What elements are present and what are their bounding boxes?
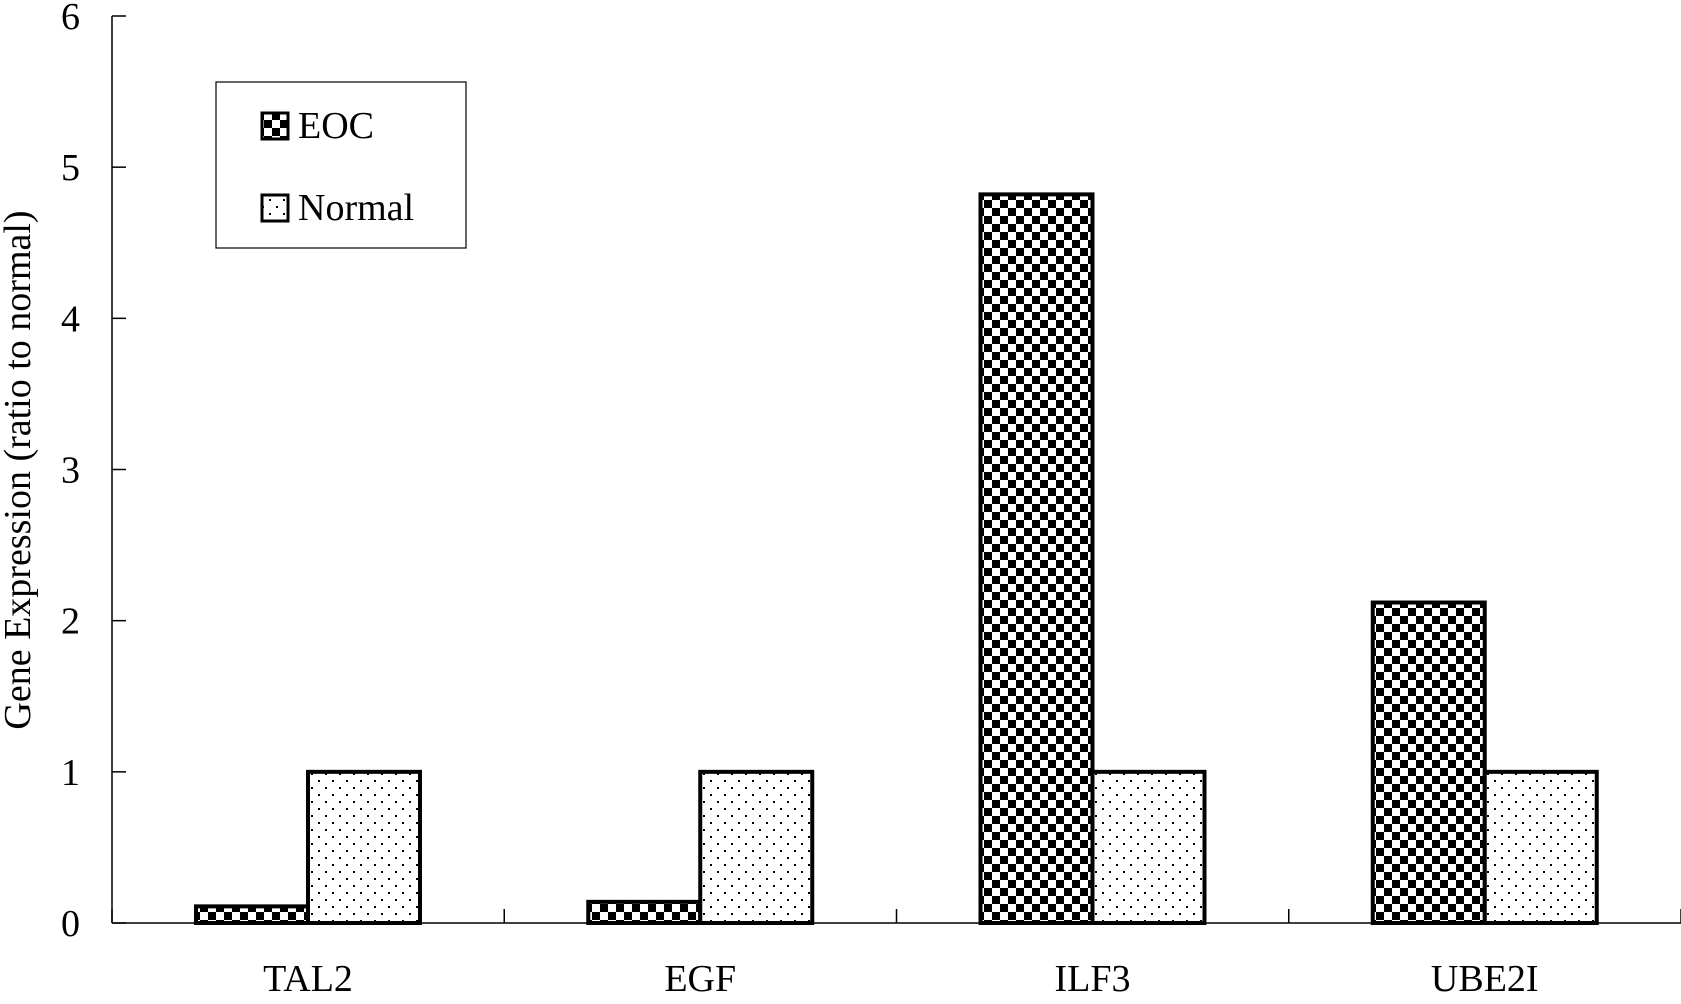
y-tick-label: 4: [61, 298, 80, 340]
bar-normal-tal2: [306, 769, 422, 925]
bars-group: [194, 192, 1599, 926]
bar-eoc-ube2i: [1370, 600, 1487, 925]
bar-normal-egf: [698, 769, 815, 925]
bar-eoc-egf: [586, 899, 703, 926]
y-tick-label: 2: [61, 601, 80, 643]
y-tick-label: 3: [61, 450, 80, 492]
y-tick-group: 0 1 2 3 4 5 6: [61, 0, 126, 945]
legend-label-eoc: EOC: [298, 105, 374, 147]
legend-swatch-eoc: [260, 111, 290, 141]
x-tick-label: EGF: [664, 958, 736, 999]
legend-label-normal: Normal: [298, 187, 414, 229]
bar-normal-ilf3: [1090, 769, 1207, 925]
y-tick-label: 0: [61, 903, 80, 945]
bar-eoc-ilf3: [978, 192, 1095, 926]
legend-swatch-normal: [260, 193, 290, 223]
y-axis-label: Gene Expression (ratio to normal): [0, 210, 39, 729]
legend: EOC Normal: [215, 81, 467, 249]
y-tick-label: 5: [61, 147, 80, 189]
x-tick-label: ILF3: [1055, 958, 1131, 999]
legend-box: [215, 81, 467, 249]
y-tick-label: 6: [61, 0, 80, 38]
bar-normal-ube2i: [1482, 769, 1599, 925]
x-tick-label: UBE2I: [1431, 958, 1539, 999]
y-tick-label: 1: [61, 752, 80, 794]
x-tick-label: TAL2: [263, 958, 353, 999]
x-tick-label-group: TAL2 EGF ILF3 UBE2I: [263, 958, 1539, 1000]
bar-eoc-tal2: [194, 904, 310, 925]
x-tick-group: [111, 909, 1681, 923]
